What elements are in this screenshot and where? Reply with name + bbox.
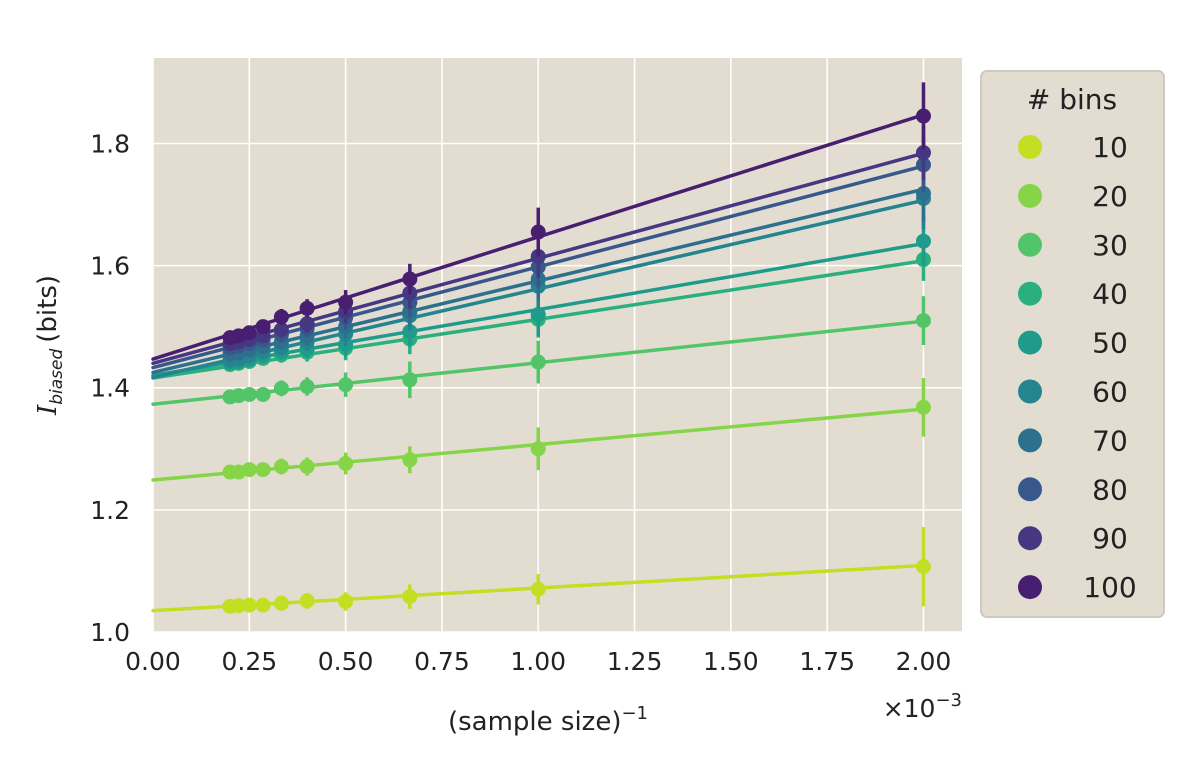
series-30 — [151, 296, 931, 406]
y-axis-label: Ibiased(bits) — [33, 275, 67, 416]
data-point — [231, 598, 247, 614]
legend-marker — [1018, 526, 1042, 551]
legend-frame — [980, 70, 1165, 618]
legend-item: 30 — [1018, 229, 1128, 262]
data-point — [299, 459, 315, 475]
x-tick-label: 0.75 — [414, 647, 470, 676]
legend-marker — [1018, 379, 1042, 404]
series-100 — [151, 82, 931, 361]
data-point — [402, 324, 418, 340]
legend-item: 100 — [1018, 571, 1137, 604]
data-point — [338, 455, 354, 471]
legend-label: 90 — [1092, 522, 1128, 555]
legend-marker — [1018, 232, 1042, 257]
legend-label: 20 — [1092, 180, 1128, 213]
x-tick-label: 1.25 — [607, 647, 663, 676]
legend-label: 40 — [1092, 278, 1128, 311]
y-tick-label: 1.0 — [90, 618, 130, 647]
data-point — [402, 452, 418, 468]
data-point — [299, 300, 315, 316]
data-point — [273, 380, 289, 396]
data-point — [402, 372, 418, 388]
legend-item: 80 — [1018, 473, 1128, 506]
data-point — [338, 593, 354, 609]
legend-label: 80 — [1092, 473, 1128, 506]
data-point — [299, 316, 315, 332]
data-point — [530, 224, 546, 240]
series-10 — [151, 526, 931, 614]
data-point — [915, 399, 931, 415]
legend-item: 90 — [1018, 522, 1128, 555]
x-tick-label: 1.00 — [510, 647, 566, 676]
legend-marker — [1018, 575, 1042, 600]
y-axis: 1.0 1.2 1.4 1.6 1.8 — [90, 129, 130, 647]
legend-label: 30 — [1092, 229, 1128, 262]
data-point — [915, 145, 931, 161]
data-point — [915, 233, 931, 249]
legend-marker — [1018, 428, 1042, 453]
legend: # bins 10 20 30 40 50 60 70 80 90 100 — [980, 70, 1165, 618]
legend-label: 50 — [1092, 327, 1128, 360]
legend-label: 10 — [1092, 131, 1128, 164]
legend-marker — [1018, 477, 1042, 502]
legend-label: 100 — [1083, 571, 1136, 604]
legend-title: # bins — [1027, 83, 1117, 116]
data-point — [402, 271, 418, 287]
legend-item: 70 — [1018, 424, 1128, 457]
y-tick-label: 1.4 — [90, 374, 130, 403]
legend-item: 20 — [1018, 180, 1128, 213]
legend-items: 10 20 30 40 50 60 70 80 90 100 — [1018, 131, 1137, 604]
x-tick-label: 1.75 — [799, 647, 855, 676]
x-tick-label: 0.50 — [318, 647, 374, 676]
legend-marker — [1018, 135, 1042, 159]
data-point — [915, 559, 931, 575]
data-point — [255, 597, 271, 613]
data-point — [273, 595, 289, 611]
y-tick-label: 1.8 — [90, 129, 130, 158]
data-point — [255, 319, 271, 335]
legend-label: 70 — [1092, 424, 1128, 457]
x-axis-label: (sample size)−1 — [448, 703, 648, 737]
y-tick-label: 1.2 — [90, 496, 130, 525]
data-point — [273, 459, 289, 475]
x-tick-label: 1.50 — [703, 647, 759, 676]
x-axis: 0.00 0.25 0.50 0.75 1.00 1.25 1.50 1.75 2.00 — [125, 647, 951, 676]
data-point — [241, 462, 257, 478]
data-point — [530, 581, 546, 597]
legend-item: 50 — [1018, 327, 1128, 360]
x-scale-factor: ×10−3 — [883, 690, 962, 723]
x-tick-label: 2.00 — [896, 647, 952, 676]
data-point — [402, 589, 418, 605]
data-point — [273, 309, 289, 325]
legend-marker — [1018, 330, 1042, 355]
data-point — [299, 379, 315, 395]
data-point — [299, 593, 315, 609]
legend-item: 10 — [1018, 131, 1128, 164]
legend-item: 60 — [1018, 376, 1128, 409]
x-tick-label: 0.25 — [221, 647, 277, 676]
x-tick-label: 0.00 — [125, 647, 181, 676]
data-point — [255, 386, 271, 402]
series-layer — [151, 82, 931, 614]
data-point — [338, 377, 354, 393]
data-point — [915, 108, 931, 124]
data-point — [255, 462, 271, 478]
legend-marker — [1018, 281, 1042, 306]
y-tick-label: 1.6 — [90, 252, 130, 281]
series-20 — [151, 377, 931, 482]
data-point — [915, 313, 931, 329]
legend-label: 60 — [1092, 376, 1128, 409]
data-point — [530, 306, 546, 322]
legend-item: 40 — [1018, 278, 1128, 311]
data-point — [338, 294, 354, 310]
data-point — [915, 186, 931, 202]
data-point — [241, 386, 257, 402]
legend-marker — [1018, 183, 1042, 208]
data-point — [273, 322, 289, 338]
data-point — [241, 597, 257, 613]
data-point — [530, 441, 546, 457]
data-point — [530, 354, 546, 370]
data-point — [241, 325, 257, 341]
